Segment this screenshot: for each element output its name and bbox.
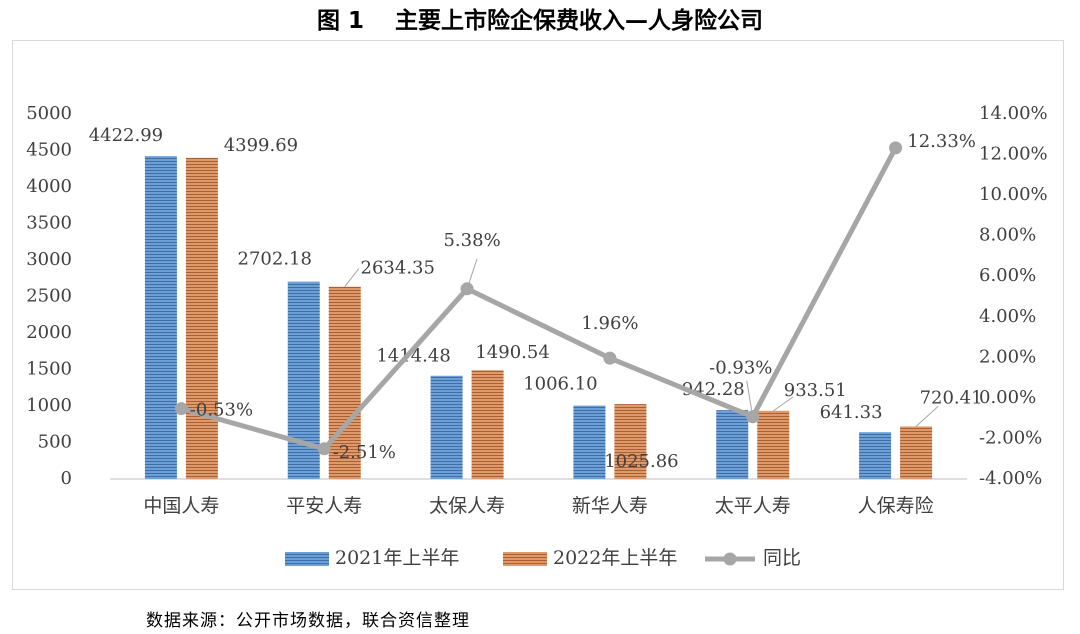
y-right-tick-label: 0.00% <box>979 387 1036 408</box>
legend-yoy-marker <box>723 552 737 566</box>
yoy-marker <box>603 351 617 365</box>
bar-2022h1 <box>471 370 504 479</box>
y-right-tick-label: -4.00% <box>979 468 1042 489</box>
y-left-tick-label: 5000 <box>26 103 72 124</box>
data-label-yoy: -0.93% <box>709 358 772 379</box>
y-left-tick-label: 2000 <box>26 322 72 343</box>
y-left-tick-label: 1000 <box>26 395 72 416</box>
y-right-tick-label: 8.00% <box>979 225 1036 246</box>
leader-line <box>746 380 754 417</box>
legend-yoy-label: 同比 <box>763 547 801 569</box>
x-tick-label: 太平人寿 <box>715 495 791 517</box>
y-left-tick-label: 1500 <box>26 359 72 380</box>
y-left-tick-label: 500 <box>38 432 72 453</box>
legend-2021h1-swatch <box>285 552 329 566</box>
legend-2021h1-label: 2021年上半年 <box>335 547 459 569</box>
data-label-yoy: -2.51% <box>333 442 396 463</box>
bar-2022h1 <box>328 286 361 479</box>
bar-2022h1 <box>614 404 647 479</box>
data-label-2021h1: 4422.99 <box>89 125 163 146</box>
y-right-tick-label: 12.00% <box>979 144 1048 165</box>
y-left-tick-label: 3000 <box>26 249 72 270</box>
combo-chart: 0 500 1000 1500 2000 2500 3000 3500 4000 4500 5000… <box>26 103 1048 569</box>
data-label-yoy: -0.53% <box>190 400 253 421</box>
data-label-2022h1: 1490.54 <box>475 342 549 363</box>
y-right-tick-label: 6.00% <box>979 265 1036 286</box>
bar-2021h1 <box>430 375 463 479</box>
chart-frame: 0 500 1000 1500 2000 2500 3000 3500 4000 4500 5000… <box>12 40 1064 590</box>
bar-2022h1 <box>757 410 790 479</box>
source-note: 数据来源：公开市场数据，联合资信整理 <box>146 611 470 631</box>
bar-2021h1 <box>287 281 320 479</box>
leader-line <box>915 406 939 427</box>
y-right-tick-label: 10.00% <box>979 184 1048 205</box>
y-right-tick-label: 4.00% <box>979 306 1036 327</box>
x-tick-label: 新华人寿 <box>572 495 648 517</box>
y-left-tick-label: 2500 <box>26 286 72 307</box>
data-label-yoy: 5.38% <box>443 230 500 251</box>
y-left-tick-label: 3500 <box>26 213 72 234</box>
data-label-2021h1: 2702.18 <box>238 249 312 270</box>
yoy-marker <box>317 442 331 456</box>
y-left-tick-label: 4500 <box>26 140 72 161</box>
data-label-2022h1: 933.51 <box>784 380 847 401</box>
legend-2022h1-swatch <box>503 552 547 566</box>
legend-2022h1-label: 2022年上半年 <box>553 547 677 569</box>
data-label-2021h1: 1414.48 <box>376 346 450 367</box>
bar-2021h1 <box>144 156 177 479</box>
y-right-tick-label: -2.00% <box>979 427 1042 448</box>
y-left-tick-label: 4000 <box>26 176 72 197</box>
y-right-tick-label: 14.00% <box>979 103 1048 124</box>
x-tick-label: 太保人寿 <box>429 495 505 517</box>
x-tick-label: 人保寿险 <box>858 495 934 517</box>
data-label-2022h1: 1025.86 <box>604 451 678 472</box>
leader-line <box>772 396 794 412</box>
x-tick-label: 中国人寿 <box>143 495 219 517</box>
data-label-2022h1: 4399.69 <box>224 135 298 156</box>
bar-2021h1 <box>573 405 606 479</box>
leader-line <box>344 268 360 287</box>
yoy-marker <box>174 402 188 416</box>
yoy-line <box>180 146 898 452</box>
y-right-tick-label: 2.00% <box>979 346 1036 367</box>
data-label-2021h1: 641.33 <box>820 402 883 423</box>
bar-2021h1 <box>859 432 892 479</box>
yoy-marker <box>889 141 903 155</box>
bar-2022h1 <box>900 426 933 479</box>
x-tick-label: 平安人寿 <box>286 495 362 517</box>
y-left-tick-label: 0 <box>61 468 72 489</box>
data-label-2021h1: 1006.10 <box>523 374 597 395</box>
data-label-yoy: 12.33% <box>907 131 976 152</box>
data-label-2022h1: 2634.35 <box>361 258 435 279</box>
figure-title: 图 1 主要上市险企保费收入—人身险公司 <box>316 8 764 34</box>
data-label-2022h1: 720.41 <box>920 387 983 408</box>
data-label-yoy: 1.96% <box>581 313 638 334</box>
leader-line <box>466 258 478 289</box>
bar-2021h1 <box>716 410 749 479</box>
bar-2022h1 <box>185 157 218 479</box>
